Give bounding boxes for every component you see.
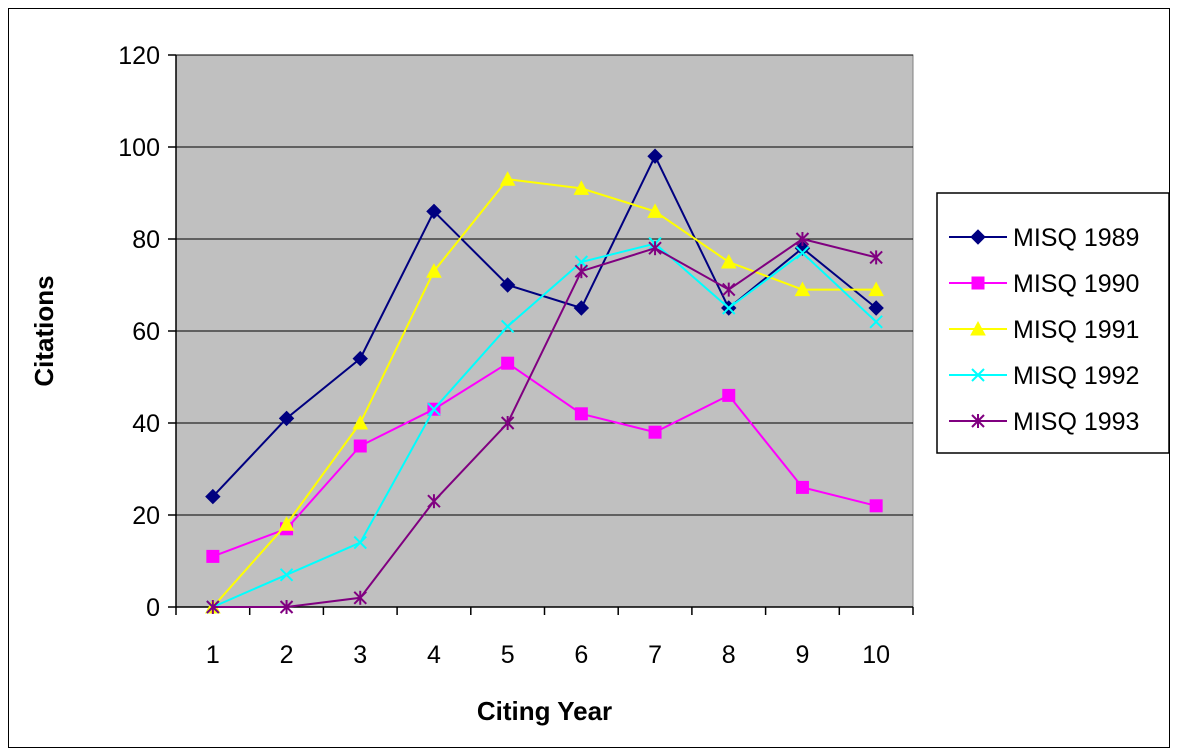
series-line bbox=[212, 178, 877, 608]
data-point bbox=[868, 281, 884, 297]
x-tick-label: 6 bbox=[574, 641, 588, 669]
data-point bbox=[499, 277, 516, 293]
marker-stroke bbox=[279, 568, 294, 582]
legend-marker bbox=[970, 229, 986, 245]
y-tick-label: 20 bbox=[132, 502, 160, 530]
data-point bbox=[352, 414, 369, 430]
x-tick-label: 4 bbox=[427, 641, 441, 669]
data-point bbox=[648, 425, 662, 439]
data-point bbox=[279, 600, 294, 614]
data-point bbox=[426, 263, 442, 278]
marker-stroke bbox=[971, 368, 985, 382]
data-point bbox=[353, 535, 367, 550]
legend-item: MISQ 1990 bbox=[949, 270, 1139, 298]
data-point bbox=[722, 282, 736, 297]
data-point bbox=[353, 590, 367, 605]
legend-item: MISQ 1993 bbox=[949, 408, 1139, 436]
data-point bbox=[795, 480, 809, 494]
series-line bbox=[212, 237, 877, 608]
legend-marker bbox=[971, 276, 985, 290]
legend-label: MISQ 1990 bbox=[1013, 270, 1139, 298]
data-point bbox=[426, 203, 442, 220]
x-tick-label: 7 bbox=[648, 641, 662, 669]
data-point bbox=[869, 315, 883, 329]
data-point bbox=[647, 203, 663, 218]
legend-label: MISQ 1992 bbox=[1013, 362, 1139, 390]
marker-stroke bbox=[869, 315, 883, 329]
y-axis: 0 20 40 60 80 100 120 bbox=[118, 42, 176, 622]
data-point bbox=[573, 180, 590, 195]
y-axis-title: Citations bbox=[29, 275, 59, 386]
data-point bbox=[205, 488, 221, 505]
marker-stroke bbox=[353, 535, 367, 550]
marker-stroke bbox=[500, 319, 515, 334]
y-tick-label: 100 bbox=[118, 134, 160, 162]
marker-stroke bbox=[722, 301, 736, 315]
data-point bbox=[647, 148, 663, 164]
series-1 bbox=[205, 148, 884, 505]
legend: MISQ 1989 MISQ 1990 MISQ 1991 MISQ 1992 MISQ… bbox=[936, 192, 1170, 454]
data-point bbox=[500, 416, 515, 430]
y-tick-label: 0 bbox=[146, 594, 160, 622]
series-line bbox=[212, 153, 877, 498]
y-tick-label: 40 bbox=[132, 410, 160, 438]
data-point bbox=[352, 350, 368, 367]
data-point bbox=[869, 250, 883, 265]
data-point bbox=[500, 319, 515, 334]
legend-item: MISQ 1991 bbox=[949, 316, 1139, 344]
y-tick-label: 120 bbox=[118, 42, 160, 70]
y-tick-label: 60 bbox=[132, 318, 160, 346]
series-5 bbox=[206, 232, 883, 614]
data-point bbox=[795, 246, 810, 260]
data-point bbox=[868, 300, 884, 316]
x-tick-label: 10 bbox=[862, 641, 890, 669]
legend-item: MISQ 1992 bbox=[949, 362, 1139, 390]
data-point bbox=[869, 499, 883, 513]
series-4 bbox=[206, 236, 883, 614]
series-line bbox=[212, 362, 877, 558]
x-tick-label: 5 bbox=[501, 641, 515, 669]
data-point bbox=[278, 410, 295, 427]
series-line bbox=[212, 242, 877, 608]
data-point bbox=[206, 549, 220, 563]
data-point bbox=[794, 240, 811, 256]
x-axis: 1 2 3 4 5 6 7 8 9 10 bbox=[175, 607, 914, 669]
legend-label: MISQ 1989 bbox=[1013, 224, 1139, 252]
legend-item: MISQ 1989 bbox=[949, 224, 1139, 252]
data-point bbox=[574, 407, 588, 421]
data-point bbox=[501, 356, 515, 370]
x-tick-label: 8 bbox=[722, 641, 736, 669]
data-point bbox=[427, 402, 441, 416]
data-point bbox=[722, 301, 736, 315]
marker-stroke bbox=[427, 402, 441, 416]
data-point bbox=[573, 300, 590, 316]
legend-label: MISQ 1991 bbox=[1013, 316, 1139, 344]
marker-stroke bbox=[795, 246, 810, 260]
x-axis-title: Citing Year bbox=[477, 696, 612, 726]
x-tick-label: 2 bbox=[280, 641, 294, 669]
legend-marker bbox=[971, 368, 985, 382]
data-point bbox=[720, 253, 737, 269]
legend-marker bbox=[970, 320, 986, 336]
legend-label: MISQ 1993 bbox=[1013, 408, 1139, 436]
data-point bbox=[499, 171, 516, 186]
data-point bbox=[279, 568, 294, 582]
data-point bbox=[427, 494, 441, 509]
data-point bbox=[574, 264, 589, 279]
y-tick-label: 80 bbox=[132, 226, 160, 254]
series-layer bbox=[205, 148, 884, 614]
x-tick-label: 1 bbox=[206, 641, 220, 669]
x-tick-label: 3 bbox=[353, 641, 367, 669]
data-point bbox=[206, 600, 220, 614]
legend-marker bbox=[971, 414, 985, 428]
data-point bbox=[648, 241, 662, 256]
data-point bbox=[794, 281, 811, 297]
data-point bbox=[722, 388, 736, 402]
data-point bbox=[353, 439, 367, 453]
x-tick-label: 9 bbox=[795, 641, 809, 669]
data-point bbox=[278, 516, 295, 531]
data-point bbox=[795, 232, 810, 246]
